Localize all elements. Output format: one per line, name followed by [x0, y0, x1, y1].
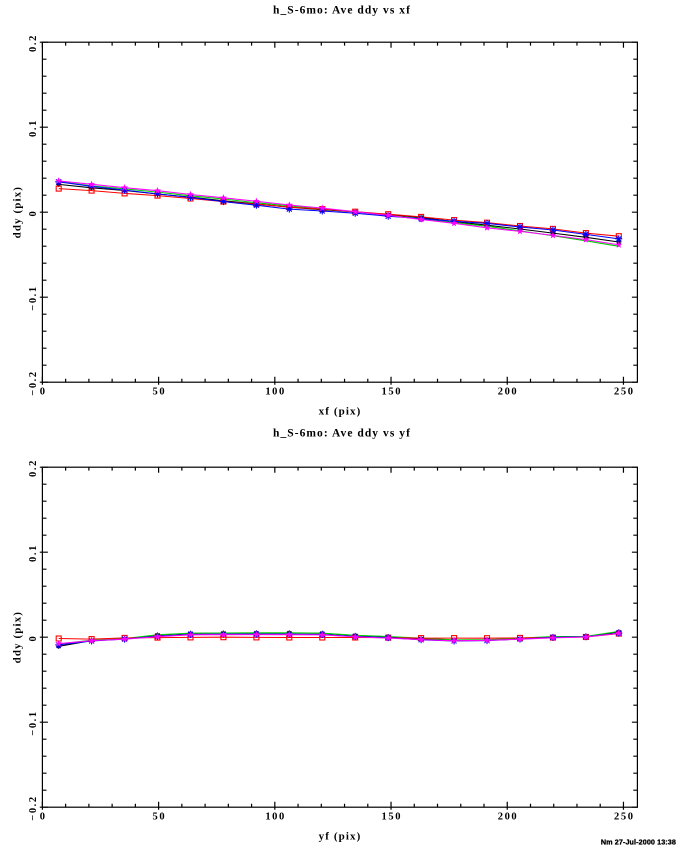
svg-text:−0.2: −0.2 [28, 795, 39, 821]
svg-text:Nm 27-Jul-2000 13:38: Nm 27-Jul-2000 13:38 [601, 838, 676, 847]
svg-text:ddy (pix): ddy (pix) [12, 186, 24, 238]
svg-text:150: 150 [382, 387, 403, 398]
svg-text:h_S-6mo: Ave ddy vs xf: h_S-6mo: Ave ddy vs xf [273, 5, 411, 17]
svg-text:100: 100 [265, 812, 286, 823]
svg-text:100: 100 [265, 387, 286, 398]
svg-text:0.2: 0.2 [28, 34, 39, 52]
svg-text:h_S-6mo: Ave ddy vs yf: h_S-6mo: Ave ddy vs yf [273, 428, 411, 440]
svg-text:200: 200 [498, 812, 519, 823]
svg-text:ddy (pix): ddy (pix) [12, 611, 24, 663]
svg-text:250: 250 [614, 387, 635, 398]
svg-text:−0.1: −0.1 [28, 285, 39, 311]
svg-text:200: 200 [498, 387, 519, 398]
svg-text:50: 50 [153, 387, 167, 398]
svg-text:−0.2: −0.2 [28, 370, 39, 396]
svg-text:0: 0 [40, 812, 47, 823]
svg-text:150: 150 [382, 812, 403, 823]
svg-text:0.1: 0.1 [28, 119, 39, 137]
svg-text:−0.1: −0.1 [28, 710, 39, 736]
svg-text:yf (pix): yf (pix) [319, 831, 362, 843]
svg-text:250: 250 [614, 812, 635, 823]
svg-text:0.2: 0.2 [28, 459, 39, 477]
svg-text:50: 50 [153, 812, 167, 823]
svg-text:xf (pix): xf (pix) [319, 406, 362, 418]
svg-text:0.1: 0.1 [28, 544, 39, 562]
svg-text:0: 0 [28, 635, 39, 642]
svg-text:0: 0 [28, 210, 39, 217]
svg-text:0: 0 [40, 387, 47, 398]
